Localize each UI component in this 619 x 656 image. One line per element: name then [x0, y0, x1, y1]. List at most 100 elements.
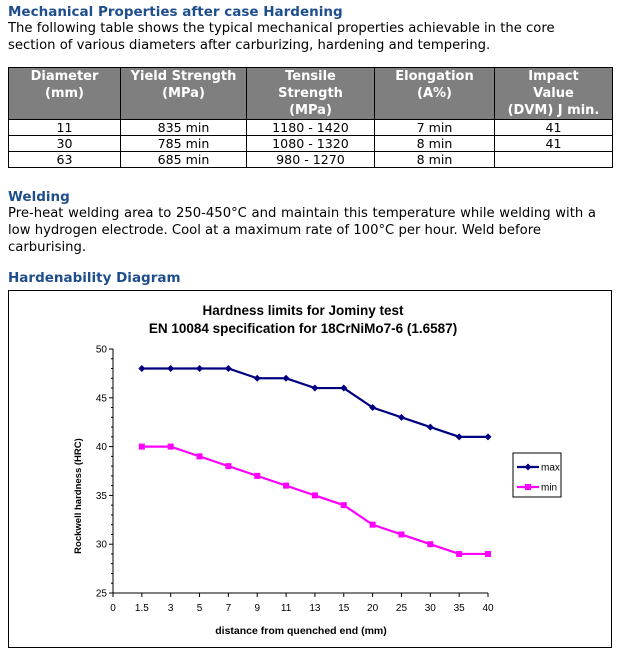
mechanical-intro-line1: The following table shows the typical me… — [8, 21, 555, 36]
header-yield-strength: Yield Strength (MPa) — [120, 67, 247, 120]
data-point-max — [253, 374, 261, 382]
header-line: Elongation — [395, 69, 474, 84]
header-line: (MPa) — [162, 86, 205, 101]
x-tick-label: 25 — [396, 603, 408, 614]
data-point-min — [398, 531, 405, 538]
x-tick-label: 20 — [367, 603, 379, 614]
header-line: Impact — [528, 69, 579, 84]
series-layer — [138, 365, 492, 557]
mechanical-intro-line2: section of various diameters after carbu… — [8, 38, 491, 53]
x-tick-label: 11 — [281, 603, 292, 614]
data-point-max — [455, 433, 463, 441]
table-row: 11 835 min 1180 - 1420 7 min 41 — [8, 119, 613, 136]
legend-label-max: max — [541, 463, 560, 474]
mechanical-intro: The following table shows the typical me… — [8, 20, 596, 54]
legend-marker-max — [524, 463, 532, 471]
header-line: (mm) — [45, 86, 84, 101]
data-point-max — [397, 413, 405, 421]
data-point-max — [167, 365, 175, 373]
data-point-max — [311, 384, 319, 392]
header-line: Tensile — [285, 69, 336, 84]
x-axis-label: distance from quenched end (mm) — [215, 625, 387, 637]
x-tick-label: 30 — [425, 603, 437, 614]
hardenability-heading: Hardenability Diagram — [8, 270, 181, 286]
y-tick-label: 35 — [96, 491, 108, 502]
x-tick-label: 3 — [168, 603, 174, 614]
cell-elongation: 7 min — [374, 119, 495, 136]
header-line: (DVM) J min. — [507, 103, 600, 118]
data-point-min — [369, 521, 376, 528]
header-diameter: Diameter (mm) — [8, 67, 121, 120]
data-point-min — [138, 443, 145, 450]
data-point-min — [311, 492, 318, 499]
data-point-min — [340, 502, 347, 509]
data-point-min — [456, 550, 463, 557]
chart-subtitle: EN 10084 specification for 18CrNiMo7-6 (… — [149, 321, 457, 336]
cell-yield-strength: 785 min — [120, 135, 247, 152]
data-point-min — [225, 463, 232, 470]
data-point-max — [224, 365, 232, 373]
x-tick-label: 13 — [309, 603, 321, 614]
y-tick-label: 30 — [96, 540, 108, 551]
welding-text: Pre-heat welding area to 250-450°C and m… — [8, 205, 596, 256]
welding-line3: carburising. — [8, 240, 87, 255]
x-tick-label: 5 — [197, 603, 203, 614]
cell-tensile-strength: 980 - 1270 — [246, 151, 375, 168]
data-point-max — [196, 365, 204, 373]
data-point-min — [167, 443, 174, 450]
table-header-row: Diameter (mm) Yield Strength (MPa) Tensi… — [8, 67, 613, 120]
x-tick-label: 9 — [254, 603, 260, 614]
data-point-min — [196, 453, 203, 460]
y-axis-label: Rockwell hardness (HRC) — [73, 438, 84, 554]
y-tick-label: 50 — [96, 345, 108, 356]
header-line: Yield Strength — [130, 69, 237, 84]
data-point-max — [369, 404, 377, 412]
y-tick-label: 45 — [96, 393, 108, 404]
data-point-min — [427, 541, 434, 548]
legend-marker-min — [525, 484, 531, 490]
header-line: (MPa) — [289, 103, 332, 118]
cell-impact-value: 41 — [494, 119, 613, 136]
hardenability-chart: Hardness limits for Jominy test EN 10084… — [8, 290, 612, 648]
x-tick-label: 35 — [454, 603, 466, 614]
data-point-max — [426, 423, 434, 431]
x-tick-label: 0 — [110, 603, 116, 614]
y-tick-label: 40 — [96, 442, 108, 453]
cell-impact-value: 41 — [494, 135, 613, 152]
header-impact-value: Impact Value (DVM) J min. — [494, 67, 613, 120]
cell-tensile-strength: 1080 - 1320 — [246, 135, 375, 152]
series-line-max — [141, 367, 488, 438]
header-line: Diameter — [30, 69, 99, 84]
legend-label-min: min — [541, 483, 557, 494]
data-point-max — [484, 433, 492, 441]
data-point-min — [485, 550, 491, 557]
series-line-min — [141, 445, 488, 556]
mechanical-properties-table: Diameter (mm) Yield Strength (MPa) Tensi… — [8, 67, 613, 168]
cell-yield-strength: 835 min — [120, 119, 247, 136]
legend-layer: max min — [512, 452, 562, 498]
legend-box — [512, 452, 562, 498]
mechanical-heading: Mechanical Properties after case Hardeni… — [8, 4, 343, 20]
table-row: 30 785 min 1080 - 1320 8 min 41 — [8, 135, 613, 152]
header-tensile-strength: Tensile Strength (MPa) — [246, 67, 375, 120]
header-elongation: Elongation (A%) — [374, 67, 495, 120]
cell-impact-value — [494, 151, 613, 168]
x-tick-label: 15 — [338, 603, 350, 614]
data-point-max — [282, 374, 290, 382]
data-point-min — [254, 472, 261, 479]
cell-diameter: 11 — [8, 119, 121, 136]
data-point-max — [138, 365, 146, 373]
welding-line1: Pre-heat welding area to 250-450°C and m… — [8, 206, 584, 221]
data-point-max — [340, 384, 348, 392]
welding-line2: a low hydrogen electrode. Cool at a maxi… — [8, 206, 596, 238]
chart-title: Hardness limits for Jominy test — [202, 303, 404, 318]
chart-svg: Hardness limits for Jominy test EN 10084… — [73, 303, 562, 637]
header-line: (A%) — [417, 86, 452, 101]
x-tick-label: 40 — [482, 603, 494, 614]
cell-tensile-strength: 1180 - 1420 — [246, 119, 375, 136]
welding-heading: Welding — [8, 189, 70, 205]
x-tick-label: 7 — [226, 603, 232, 614]
cell-yield-strength: 685 min — [120, 151, 247, 168]
cell-elongation: 8 min — [374, 135, 495, 152]
